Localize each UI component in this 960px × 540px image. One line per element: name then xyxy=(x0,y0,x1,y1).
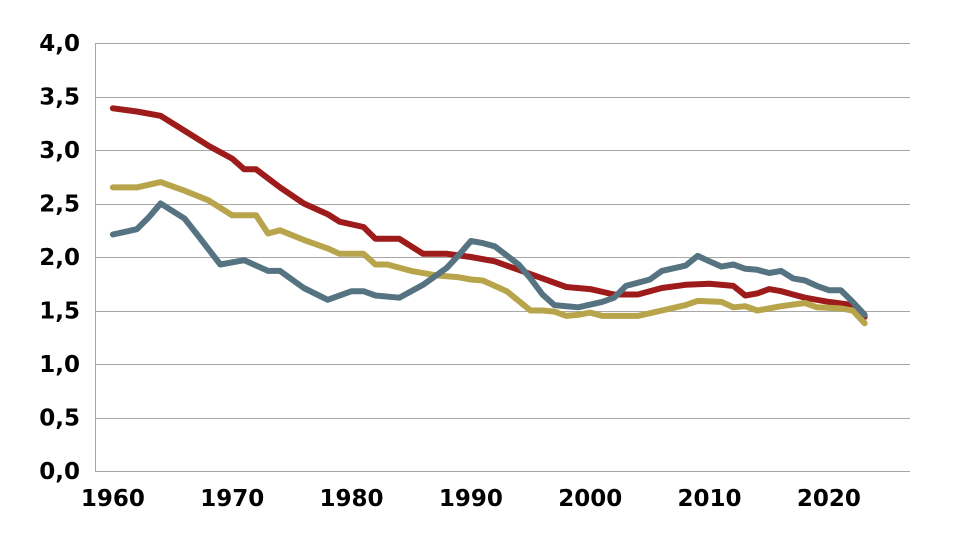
y-tick-label: 2,5 xyxy=(39,192,80,218)
x-tick-label: 1980 xyxy=(320,486,384,512)
series-line-3 xyxy=(109,200,868,318)
tick-label-layer: 0,0 0,5 1,0 1,5 2,0 2,5 3,0 3,5 4,0 1960 1970 1980 1… xyxy=(39,31,861,512)
y-tick-label: 3,0 xyxy=(39,138,80,164)
y-tick-label: 2,0 xyxy=(39,245,80,271)
x-tick-label: 2000 xyxy=(558,486,622,512)
series-line-2 xyxy=(109,179,868,327)
series-layer xyxy=(109,105,868,327)
y-tick-label: 0,5 xyxy=(39,406,80,432)
y-tick-label: 3,5 xyxy=(39,85,80,111)
x-tick-label: 2010 xyxy=(678,486,742,512)
x-tick-label: 1960 xyxy=(81,486,145,512)
x-tick-label: 2020 xyxy=(797,486,861,512)
y-tick-label: 0,0 xyxy=(39,459,80,485)
series-line-1 xyxy=(109,105,868,320)
x-tick-label: 1990 xyxy=(439,486,503,512)
y-tick-label: 1,0 xyxy=(39,352,80,378)
grid-layer xyxy=(95,43,910,472)
x-tick-label: 1970 xyxy=(200,486,264,512)
y-tick-label: 4,0 xyxy=(39,31,80,57)
y-tick-label: 1,5 xyxy=(39,299,80,325)
